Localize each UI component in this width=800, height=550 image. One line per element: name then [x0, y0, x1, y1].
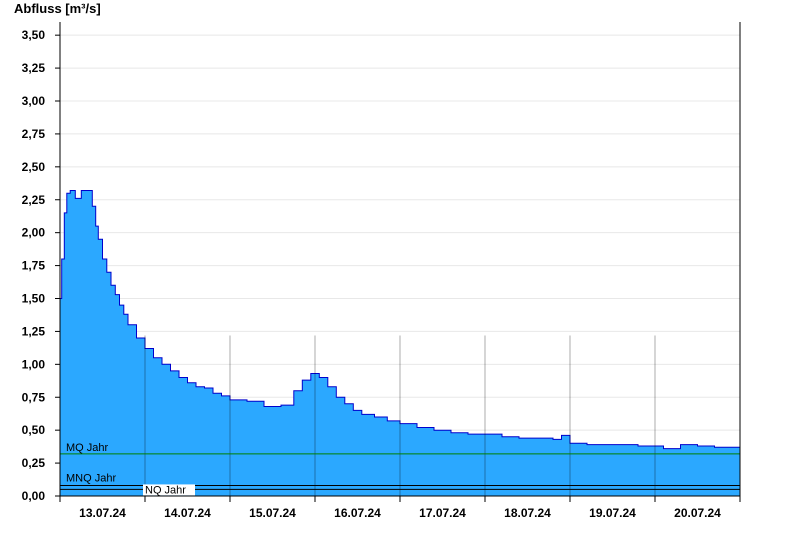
y-tick-labels: 0,00 0,25 0,50 0,75 1,00 1,25 1,50 1,75 2,00 2,25…	[22, 28, 60, 503]
y-tick-label: 1,00	[22, 357, 46, 371]
reference-lines: MQ Jahr MNQ Jahr NQ Jahr	[60, 442, 740, 496]
y-tick-label: 3,25	[22, 61, 46, 75]
x-tick-labels: 13.07.24 14.07.24 15.07.24 16.07.24 17.07.24…	[59, 496, 741, 520]
y-tick-label: 1,75	[22, 259, 46, 273]
y-tick-label: 1,25	[22, 324, 46, 338]
x-tick-label: 19.07.24	[589, 506, 636, 520]
x-tick-label: 18.07.24	[504, 506, 551, 520]
x-tick-label: 20.07.24	[674, 506, 721, 520]
y-tick-label: 2,00	[22, 226, 46, 240]
y-tick-label: 0,25	[22, 456, 46, 470]
reference-line-label: NQ Jahr	[145, 484, 186, 496]
y-tick-label: 2,25	[22, 193, 46, 207]
x-tick-label: 15.07.24	[249, 506, 296, 520]
x-tick-label: 17.07.24	[419, 506, 466, 520]
x-tick-label: 16.07.24	[334, 506, 381, 520]
y-tick-label: 0,75	[22, 390, 46, 404]
reference-line-label: MQ Jahr	[66, 442, 109, 454]
grid	[60, 34, 740, 464]
y-tick-label: 3,00	[22, 94, 46, 108]
y-tick-label: 2,50	[22, 160, 46, 174]
day-divider-lines	[144, 335, 656, 502]
series-line	[60, 190, 741, 450]
y-tick-label: 2,75	[22, 127, 46, 141]
y-tick-label: 1,50	[22, 292, 46, 306]
y-tick-label: 0,50	[22, 423, 46, 437]
y-tick-label: 0,00	[22, 489, 46, 503]
x-tick-label: 14.07.24	[164, 506, 211, 520]
reference-label-bg	[143, 484, 195, 496]
x-tick-label: 13.07.24	[79, 506, 126, 520]
y-tick-label: 3,50	[22, 28, 46, 42]
reference-line-label: MNQ Jahr	[66, 472, 116, 484]
y-axis-label: Abfluss [m³/s]	[14, 1, 101, 16]
